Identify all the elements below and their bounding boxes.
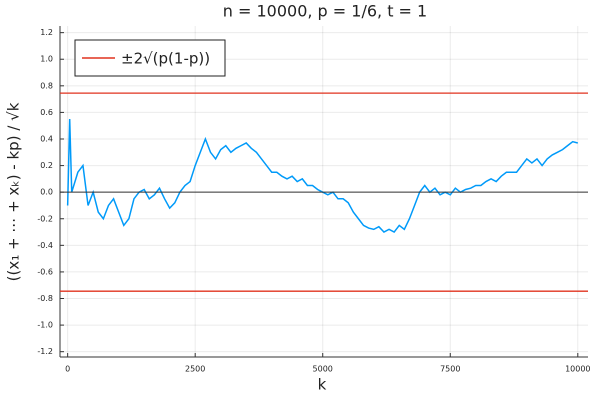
y-tick-label: -0.8 [37,294,53,303]
y-tick-label: -0.6 [37,267,53,276]
y-tick-label: 0.2 [40,161,53,170]
data-line [66,119,578,233]
x-tick-label: 7500 [440,365,460,374]
x-tick-label: 10000 [565,365,590,374]
y-tick-label: 0.8 [40,81,53,90]
x-tick-label: 2500 [185,365,205,374]
y-tick-label: -1.0 [37,321,53,330]
y-tick-label: -1.2 [37,347,53,356]
y-tick-label: -0.4 [37,241,53,250]
y-tick-label: 0.0 [40,188,53,197]
legend-label: ±2√(p(1-p)) [121,50,210,68]
legend-box [74,39,226,77]
y-tick-label: 1.2 [40,28,53,37]
x-tick-label: 5000 [313,365,333,374]
y-tick-label: -0.2 [37,214,53,223]
x-tick-label: 0 [65,365,70,374]
y-tick-label: 0.6 [40,108,53,117]
y-tick-label: 0.4 [40,134,53,143]
chart-title: n = 10000, p = 1/6, t = 1 [223,2,427,21]
x-axis-label: k [318,376,327,394]
y-axis-label: ((x₁ + ⋯ + xₖ) - kp) / √k [5,102,23,281]
y-tick-label: 1.0 [40,55,53,64]
